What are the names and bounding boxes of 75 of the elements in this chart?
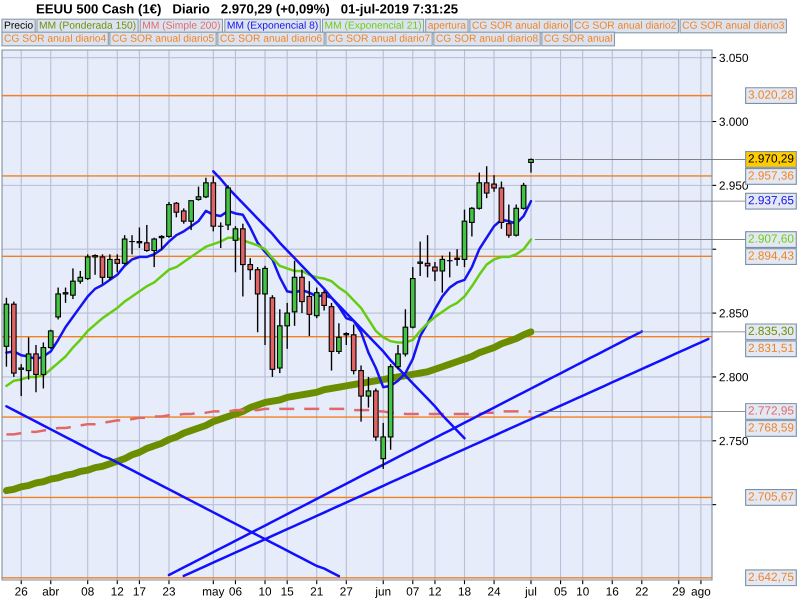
candlestick [180,208,187,224]
candlestick [446,251,453,278]
candlestick [218,222,224,249]
x-tick-label: 21 [310,587,323,596]
data-label: 2.835,30 [748,326,794,336]
data-label: 2.772,95 [748,406,794,416]
candlestick [188,200,194,231]
y-tick-label: 2.850 [720,309,748,318]
x-tick-label: ago [692,589,710,598]
text: CG SOR anual diario7 [328,34,430,42]
candlestick [528,158,534,174]
x-tick-label: 23 [163,587,176,596]
candlestick [247,257,254,281]
candlestick [321,289,327,312]
y-tick-label: 2.800 [720,372,748,382]
candlestick [520,182,526,210]
text: CG SOR anual diario5 [112,34,214,42]
text: CG SOR anual diario4 [4,34,106,42]
x-tick-label: 22 [636,587,648,596]
ref-line-label: 2.831,51 [748,344,794,354]
candlestick [284,302,290,350]
x-tick-label: 10 [259,587,272,596]
candlestick [343,332,350,346]
x-tick-label: 06 [229,587,242,596]
candlestick [48,328,54,350]
y-tick-label: 2.750 [720,436,748,446]
chart-title: EEUU 500 Cash (1€) Diario 2.970,29 (+0,09%) 01-jul-2019 7:31:25 [36,4,458,16]
y-tick-label: 3.050 [719,54,748,62]
ref-line-label: 2.894,43 [748,251,794,262]
text: MM (Simple 200) [143,21,220,31]
x-tick-label: 29 [672,587,685,596]
candlestick [114,254,120,273]
x-tick-label: jul [524,586,536,598]
data-label: 2.907,60 [748,234,794,244]
text: CG SOR anual diario3 [682,21,784,29]
ref-line-label: 2.957,36 [748,171,794,182]
candlestick [18,363,24,397]
x-tick-label: 24 [488,587,500,596]
x-tick-label: 10 [577,587,589,596]
text: CG SOR anual diario [472,21,568,29]
text: CG SOR anual [544,34,612,42]
text: MM (Exponencial 21) [325,21,421,31]
text: CG SOR anual diario8 [436,34,538,42]
x-tick-label: 07 [406,587,419,596]
ref-line-label: 2.705,67 [748,492,794,502]
x-tick-label: 08 [82,587,94,596]
x-tick-label: abr [42,586,60,596]
x-tick-label: 26 [15,587,28,596]
x-tick-label: may [202,589,224,598]
text: CG SOR anual diario6 [220,34,322,42]
legend-title: Precio [4,21,33,29]
text: apertura [428,22,466,31]
x-tick-label: 17 [134,587,146,596]
x-tick-label: 18 [458,587,471,596]
candlestick [506,204,512,238]
text: MM (Exponencial 8) [228,21,318,31]
ref-line-label: 3.020,28 [748,90,794,100]
ref-line-label: 2.642,75 [748,572,794,582]
candlestick [380,422,386,470]
ref-line-label: 2.768,59 [748,423,794,434]
y-tick-label: 3.000 [719,118,748,126]
x-tick-label: 15 [282,587,294,596]
candlestick [314,286,320,319]
x-tick-label: 27 [340,587,352,596]
x-tick-label: 05 [554,587,567,596]
text: CG SOR anual diario2 [574,21,676,29]
candlestick [151,237,158,268]
x-tick-label: 12 [429,587,441,596]
x-tick-label: jun [375,586,390,598]
y-tick-label: 2.950 [720,181,748,190]
x-tick-label: 12 [112,587,124,596]
annotation: 2.970,29 [748,154,794,164]
text: MM (Ponderada 150) [40,21,136,31]
data-label: 2.937,65 [748,196,794,206]
x-tick-label: 16 [606,587,618,596]
